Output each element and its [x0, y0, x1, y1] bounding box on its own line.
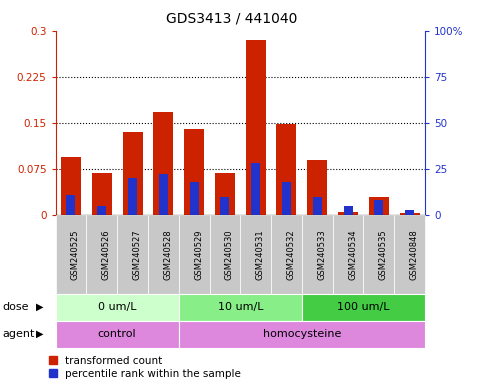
Text: GSM240529: GSM240529: [194, 229, 203, 280]
Bar: [190, 182, 199, 215]
Legend: transformed count, percentile rank within the sample: transformed count, percentile rank withi…: [49, 356, 241, 379]
Bar: [251, 164, 260, 215]
Text: GSM240526: GSM240526: [102, 229, 111, 280]
Bar: [307, 160, 327, 215]
Text: 10 um/L: 10 um/L: [217, 302, 263, 312]
Bar: [128, 178, 137, 215]
Text: GSM240531: GSM240531: [256, 229, 265, 280]
Text: control: control: [98, 329, 136, 339]
Bar: [61, 157, 81, 215]
Bar: [405, 210, 414, 215]
Bar: [153, 112, 173, 215]
Text: GSM240535: GSM240535: [379, 229, 388, 280]
Text: GSM240530: GSM240530: [225, 229, 234, 280]
Bar: [343, 206, 353, 215]
Text: 0 um/L: 0 um/L: [98, 302, 136, 312]
Bar: [338, 212, 358, 215]
Bar: [184, 129, 204, 215]
Text: homocysteine: homocysteine: [263, 329, 341, 339]
Bar: [313, 197, 322, 215]
Bar: [123, 132, 142, 215]
Bar: [92, 173, 112, 215]
Text: GSM240528: GSM240528: [163, 229, 172, 280]
Bar: [399, 213, 420, 215]
Text: agent: agent: [2, 329, 35, 339]
Text: GSM240532: GSM240532: [286, 229, 296, 280]
Bar: [246, 40, 266, 215]
Bar: [97, 206, 106, 215]
Text: ▶: ▶: [36, 329, 44, 339]
Bar: [220, 197, 229, 215]
Bar: [282, 182, 291, 215]
Text: GSM240533: GSM240533: [317, 229, 327, 280]
Text: 100 um/L: 100 um/L: [337, 302, 390, 312]
Bar: [374, 200, 384, 215]
Text: dose: dose: [2, 302, 29, 312]
Bar: [215, 173, 235, 215]
Text: GSM240848: GSM240848: [410, 229, 419, 280]
Bar: [369, 197, 389, 215]
Bar: [276, 124, 297, 215]
Bar: [67, 195, 75, 215]
Text: GSM240527: GSM240527: [132, 229, 142, 280]
Text: GDS3413 / 441040: GDS3413 / 441040: [166, 12, 298, 25]
Text: GSM240525: GSM240525: [71, 229, 80, 280]
Bar: [159, 174, 168, 215]
Text: ▶: ▶: [36, 302, 44, 312]
Text: GSM240534: GSM240534: [348, 229, 357, 280]
